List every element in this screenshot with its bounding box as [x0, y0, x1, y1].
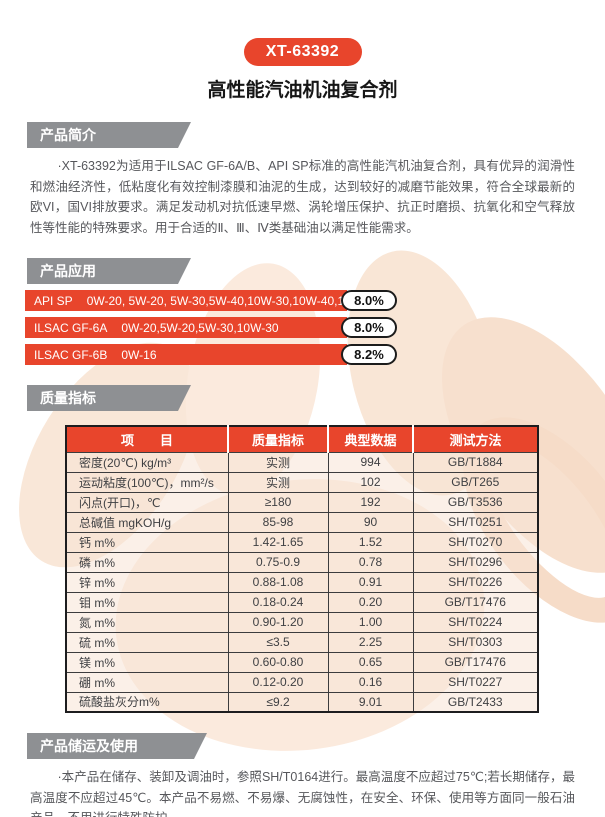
table-cell: 钙 m% — [66, 531, 228, 552]
table-cell: 9.01 — [327, 691, 413, 712]
application-bar: ILSAC GF-6B 0W-16 — [25, 344, 347, 365]
table-cell: 氮 m% — [66, 611, 228, 632]
spec-label: API SP — [34, 293, 73, 308]
table-cell: 0.90-1.20 — [227, 611, 328, 632]
application-row-ilsac-gf6a: ILSAC GF-6A 0W-20,5W-20,5W-30,10W-30 8.0… — [25, 317, 397, 338]
section-heading-application: 产品应用 — [27, 258, 191, 284]
table-cell: SH/T0270 — [412, 531, 538, 552]
section-heading-quality: 质量指标 — [27, 385, 191, 411]
spec-label: ILSAC GF-6B — [34, 347, 108, 362]
table-cell: 0.16 — [327, 671, 413, 692]
table-cell: 硫 m% — [66, 631, 228, 652]
table-row: 钙 m% 1.42-1.65 1.52 SH/T0270 — [66, 531, 538, 552]
table-row: 锌 m% 0.88-1.08 0.91 SH/T0226 — [66, 571, 538, 592]
column-header: 质量指标 — [227, 426, 328, 452]
table-cell: 实测 — [227, 451, 328, 472]
intro-paragraph: ·XT-63392为适用于ILSAC GF-6A/B、API SP标准的高性能汽… — [30, 159, 575, 235]
table-row: 硫 m% ≤3.5 2.25 SH/T0303 — [66, 631, 538, 652]
table-cell: 90 — [327, 511, 413, 532]
product-code-badge: XT-63392 — [243, 38, 362, 66]
dosage-pill: 8.2% — [341, 344, 397, 365]
section-heading-intro: 产品简介 — [27, 122, 191, 148]
dosage-pill: 8.0% — [341, 290, 397, 311]
table-cell: 0.12-0.20 — [227, 671, 328, 692]
table-cell: 0.18-0.24 — [227, 591, 328, 612]
table-cell: 0.20 — [327, 591, 413, 612]
table-cell: 锌 m% — [66, 571, 228, 592]
table-cell: SH/T0296 — [412, 551, 538, 572]
storage-paragraph: ·本产品在储存、装卸及调油时，参照SH/T0164进行。最高温度不应超过75℃;… — [30, 770, 575, 817]
table-row: 总碱值 mgKOH/g 85-98 90 SH/T0251 — [66, 511, 538, 532]
table-cell: 钼 m% — [66, 591, 228, 612]
table-row: 硼 m% 0.12-0.20 0.16 SH/T0227 — [66, 671, 538, 692]
table-cell: 0.78 — [327, 551, 413, 572]
table-cell: SH/T0226 — [412, 571, 538, 592]
column-header: 测试方法 — [412, 426, 538, 452]
table-cell: 1.52 — [327, 531, 413, 552]
table-row: 氮 m% 0.90-1.20 1.00 SH/T0224 — [66, 611, 538, 632]
table-cell: GB/T265 — [412, 471, 538, 492]
table-cell: SH/T0227 — [412, 671, 538, 692]
table-cell: ≥180 — [227, 491, 328, 512]
table-cell: 85-98 — [227, 511, 328, 532]
table-cell: 磷 m% — [66, 551, 228, 572]
table-cell: 1.00 — [327, 611, 413, 632]
application-row-api-sp: API SP 0W-20, 5W-20, 5W-30,5W-40,10W-30,… — [25, 290, 397, 311]
viscosity-grades: 0W-20, 5W-20, 5W-30,5W-40,10W-30,10W-40,… — [86, 293, 380, 308]
dosage-pill: 8.0% — [341, 317, 397, 338]
table-cell: 总碱值 mgKOH/g — [66, 511, 228, 532]
section-heading-storage: 产品储运及使用 — [27, 733, 207, 759]
table-row: 密度(20℃) kg/m³ 实测 994 GB/T1884 — [66, 451, 538, 472]
table-cell: 1.42-1.65 — [227, 531, 328, 552]
table-cell: SH/T0251 — [412, 511, 538, 532]
table-cell: 0.65 — [327, 651, 413, 672]
table-cell: 硼 m% — [66, 671, 228, 692]
table-cell: 闪点(开口)，℃ — [66, 491, 228, 512]
application-bar: API SP 0W-20, 5W-20, 5W-30,5W-40,10W-30,… — [25, 290, 379, 311]
table-cell: GB/T17476 — [412, 651, 538, 672]
application-bars: API SP 0W-20, 5W-20, 5W-30,5W-40,10W-30,… — [25, 290, 605, 365]
table-cell: 密度(20℃) kg/m³ — [66, 451, 228, 472]
table-row: 硫酸盐灰分m% ≤9.2 9.01 GB/T2433 — [66, 691, 538, 712]
table-cell: 0.60-0.80 — [227, 651, 328, 672]
table-cell: 192 — [327, 491, 413, 512]
table-cell: 102 — [327, 471, 413, 492]
table-cell: GB/T2433 — [412, 691, 538, 712]
viscosity-grades: 0W-16 — [121, 347, 157, 362]
table-cell: GB/T3536 — [412, 491, 538, 512]
table-cell: SH/T0303 — [412, 631, 538, 652]
spec-label: ILSAC GF-6A — [34, 320, 108, 335]
table-header-row: 项 目 质量指标 典型数据 测试方法 — [66, 426, 538, 452]
table-cell: 运动粘度(100℃)，mm²/s — [66, 471, 228, 492]
viscosity-grades: 0W-20,5W-20,5W-30,10W-30 — [121, 320, 279, 335]
table-cell: 0.88-1.08 — [227, 571, 328, 592]
application-row-ilsac-gf6b: ILSAC GF-6B 0W-16 8.2% — [25, 344, 397, 365]
table-cell: 2.25 — [327, 631, 413, 652]
table-row: 镁 m% 0.60-0.80 0.65 GB/T17476 — [66, 651, 538, 672]
table-cell: 实测 — [227, 471, 328, 492]
table-cell: ≤9.2 — [227, 691, 328, 712]
application-bar: ILSAC GF-6A 0W-20,5W-20,5W-30,10W-30 — [25, 317, 347, 338]
table-row: 磷 m% 0.75-0.9 0.78 SH/T0296 — [66, 551, 538, 572]
table-cell: ≤3.5 — [227, 631, 328, 652]
page-title: 高性能汽油机油复合剂 — [207, 80, 398, 101]
table-row: 闪点(开口)，℃ ≥180 192 GB/T3536 — [66, 491, 538, 512]
table-cell: GB/T1884 — [412, 451, 538, 472]
table-row: 钼 m% 0.18-0.24 0.20 GB/T17476 — [66, 591, 538, 612]
table-cell: 0.75-0.9 — [227, 551, 328, 572]
table-cell: 硫酸盐灰分m% — [66, 691, 228, 712]
table-cell: 994 — [327, 451, 413, 472]
column-header: 项 目 — [66, 426, 228, 452]
table-cell: GB/T17476 — [412, 591, 538, 612]
table-cell: 0.91 — [327, 571, 413, 592]
table-row: 运动粘度(100℃)，mm²/s 实测 102 GB/T265 — [66, 471, 538, 492]
table-cell: 镁 m% — [66, 651, 228, 672]
quality-table: 项 目 质量指标 典型数据 测试方法 密度(20℃) kg/m³ 实测 994 GB/… — [65, 425, 539, 713]
column-header: 典型数据 — [327, 426, 413, 452]
table-cell: SH/T0224 — [412, 611, 538, 632]
